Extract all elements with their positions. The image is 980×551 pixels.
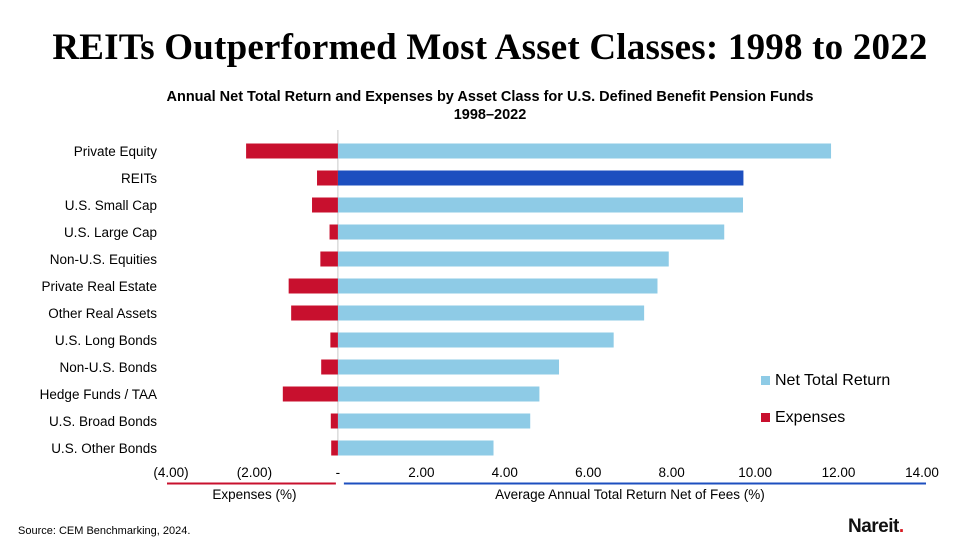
x-tick-label: 8.00 — [659, 465, 685, 480]
return-bar — [337, 386, 540, 402]
return-bar — [337, 197, 744, 213]
expense-bar — [331, 440, 338, 456]
return-bar — [337, 251, 669, 267]
logo-dot: . — [898, 516, 904, 537]
return-bar — [337, 170, 744, 186]
category-label: U.S. Small Cap — [65, 198, 157, 213]
x-axis-label-expenses: Expenses (%) — [212, 487, 296, 502]
category-label: Hedge Funds / TAA — [40, 387, 157, 402]
return-bar — [337, 359, 560, 375]
nareit-logo: Nareit. — [848, 516, 904, 538]
category-label: Non-U.S. Bonds — [59, 360, 157, 375]
return-bar — [337, 440, 494, 456]
expense-bar — [317, 170, 338, 186]
category-label: Other Real Assets — [48, 306, 157, 321]
page-title: REITs Outperformed Most Asset Classes: 1… — [52, 27, 928, 68]
legend-label-return: Net Total Return — [775, 372, 890, 389]
x-tick-label: 6.00 — [575, 465, 601, 480]
expense-bar — [320, 251, 338, 267]
legend-swatch-return — [761, 376, 770, 385]
return-bar — [337, 224, 725, 240]
x-tick-label: 4.00 — [492, 465, 518, 480]
category-label: U.S. Other Bonds — [51, 441, 157, 456]
chart-subtitle: 1998–2022 — [453, 107, 527, 123]
x-tick-label: (4.00) — [153, 465, 188, 480]
expense-bar — [321, 359, 338, 375]
x-tick-label: 2.00 — [408, 465, 434, 480]
source-note: Source: CEM Benchmarking, 2024. — [18, 525, 191, 537]
x-tick-label: 14.00 — [905, 465, 939, 480]
expense-bar — [330, 413, 338, 429]
expense-bar — [288, 278, 338, 294]
return-bar — [337, 332, 614, 348]
x-tick-label: 12.00 — [822, 465, 856, 480]
category-label: Private Equity — [74, 144, 158, 159]
category-label: U.S. Large Cap — [64, 225, 157, 240]
legend-swatch-expenses — [761, 413, 770, 422]
x-tick-label: 10.00 — [738, 465, 772, 480]
category-label: U.S. Broad Bonds — [49, 414, 157, 429]
category-label: Non-U.S. Equities — [50, 252, 158, 267]
x-axis-label-return: Average Annual Total Return Net of Fees … — [495, 487, 765, 502]
return-bar — [337, 278, 658, 294]
x-tick-label: - — [336, 465, 341, 480]
logo-text: Nareit — [848, 516, 899, 537]
return-bar — [337, 305, 645, 321]
expense-bar — [246, 143, 338, 159]
expense-bar — [329, 224, 338, 240]
category-label: U.S. Long Bonds — [55, 333, 157, 348]
legend-label-expenses: Expenses — [775, 409, 845, 426]
expense-bar — [291, 305, 338, 321]
category-label: Private Real Estate — [41, 279, 157, 294]
chart-title: Annual Net Total Return and Expenses by … — [166, 89, 814, 105]
return-bar — [337, 413, 531, 429]
return-bar — [337, 143, 832, 159]
expense-bar — [282, 386, 338, 402]
category-label: REITs — [121, 171, 157, 186]
x-tick-label: (2.00) — [237, 465, 272, 480]
expense-bar — [312, 197, 338, 213]
expense-bar — [330, 332, 338, 348]
